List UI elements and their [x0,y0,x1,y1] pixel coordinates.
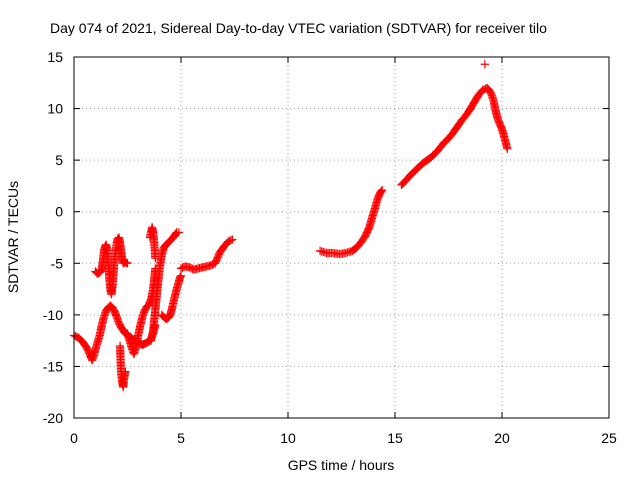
grid-lines [74,57,609,418]
data-point [212,256,221,265]
data-point [123,259,132,268]
y-tick-label: 10 [47,101,63,117]
x-tick-label: 20 [494,430,510,446]
data-point [211,257,220,266]
data-point [228,235,237,244]
y-tick-label: -10 [43,307,63,323]
plot-frame [73,56,610,419]
x-tick-label: 0 [70,430,78,446]
y-tick-label: -20 [43,410,63,426]
y-tick-label: 5 [55,152,63,168]
y-axis-label: SDTVAR / TECUs [5,181,21,293]
data-point [377,186,386,196]
chart-title: Day 074 of 2021, Sidereal Day-to-day VTE… [50,20,547,36]
data-points [69,60,512,392]
data-point [226,236,236,245]
data-point [174,228,183,237]
y-tick-label: 0 [55,204,63,220]
tick-labels: 0 5 10 15 20 25 -20 -15 -10 -5 0 5 10 15 [43,49,617,446]
data-point [211,259,220,268]
y-tick-label: -5 [51,255,64,271]
data-point [213,253,222,262]
x-tick-label: 10 [280,430,296,446]
data-point [378,185,387,195]
data-point [214,251,223,261]
x-tick-label: 25 [601,430,617,446]
x-tick-label: 15 [387,430,403,446]
y-tick-label: 15 [47,49,63,65]
data-point [480,60,489,69]
data-point [176,271,186,280]
data-point [503,144,512,153]
y-tick-label: -15 [43,358,63,374]
data-point [212,254,222,263]
data-point [121,367,130,376]
x-axis-label: GPS time / hours [288,457,395,473]
x-tick-label: 5 [177,430,185,446]
